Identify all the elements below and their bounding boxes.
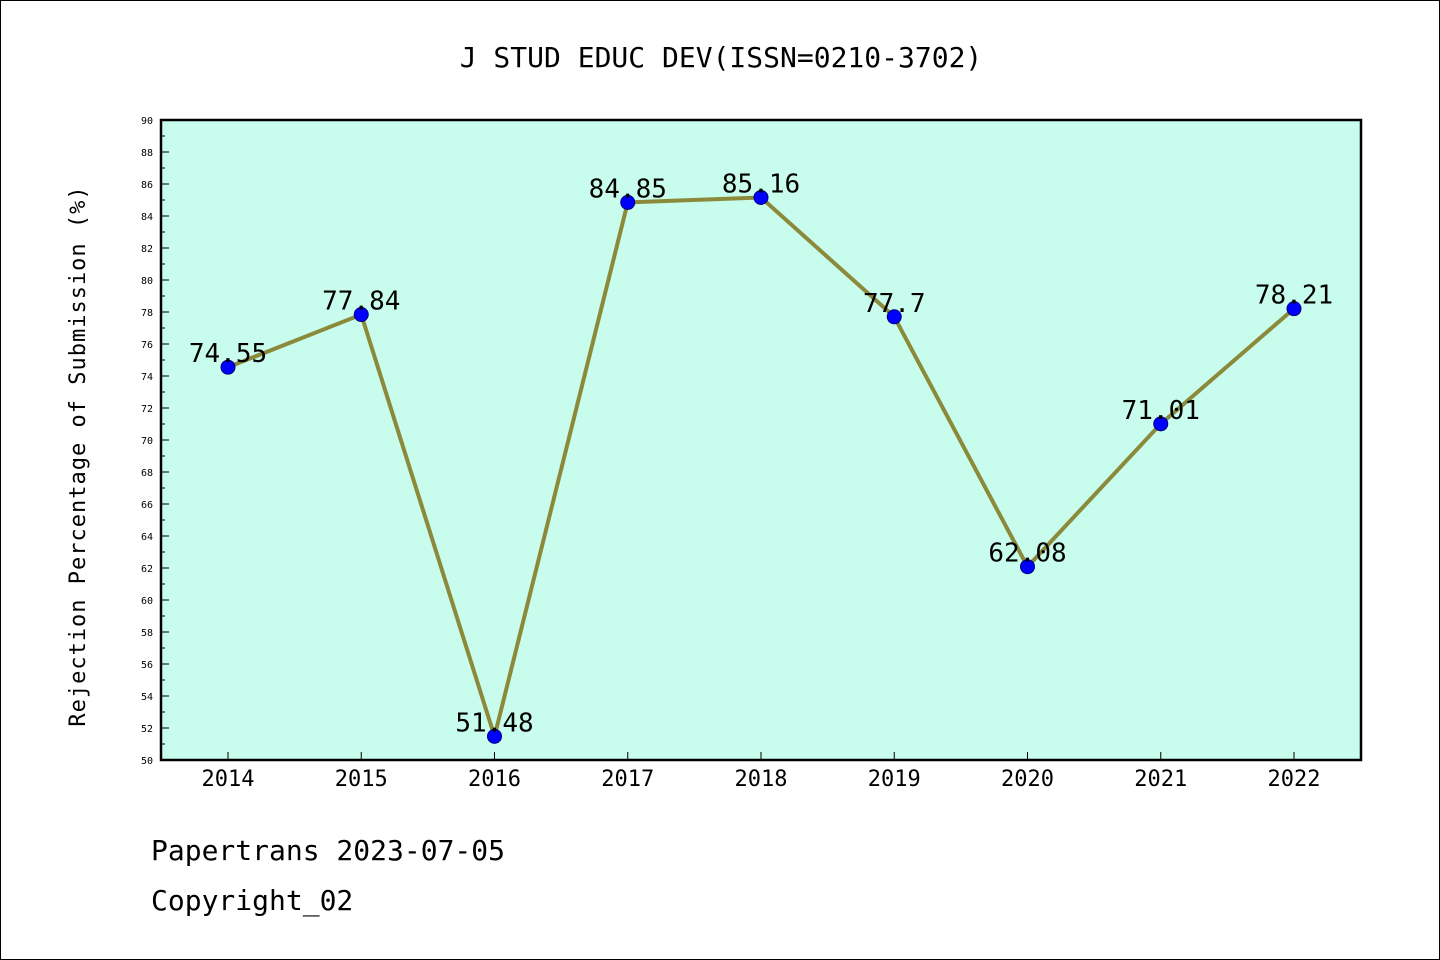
data-point	[1020, 559, 1035, 575]
y-tick-label: 68	[141, 468, 153, 479]
x-tick-label: 2020	[1001, 767, 1054, 792]
x-tick-label: 2016	[468, 767, 521, 792]
data-label: 74.55	[189, 339, 267, 369]
data-label: 62.08	[988, 539, 1066, 569]
y-tick-label: 54	[141, 692, 153, 703]
x-tick-label: 2021	[1134, 767, 1187, 792]
y-tick-label: 78	[141, 308, 153, 319]
data-point	[620, 194, 636, 210]
y-tick-label: 72	[141, 404, 153, 415]
y-axis-ticks: 50 52 54 56 58 60 62 64 66 68 70 72 74 76 78 80 82 84 86 88…	[141, 116, 169, 767]
x-tick-label: 2015	[335, 767, 388, 792]
y-tick-label: 70	[141, 436, 153, 447]
y-tick-label: 58	[141, 628, 153, 639]
chart-title: J STUD EDUC DEV(ISSN=0210-3702)	[460, 41, 983, 74]
data-point	[353, 307, 369, 323]
y-tick-label: 56	[141, 660, 153, 671]
y-tick-label: 64	[141, 532, 153, 543]
data-point	[487, 728, 502, 744]
y-tick-label: 88	[141, 148, 153, 159]
data-label: 51.48	[455, 708, 533, 738]
x-tick-label: 2017	[601, 767, 654, 792]
data-label: 78.21	[1255, 281, 1333, 311]
y-tick-label: 90	[141, 116, 153, 127]
y-tick-label: 62	[141, 564, 153, 575]
footer-line2: Copyright_02	[151, 884, 354, 917]
data-label: 77.84	[322, 287, 400, 317]
y-tick-label: 52	[141, 724, 153, 735]
x-axis-ticks: 2014 2015 2016 2017 2018 2019 2020 2021 2022	[202, 752, 1321, 792]
x-tick-label: 2019	[868, 767, 921, 792]
data-point	[220, 359, 236, 375]
data-label: 77.7	[863, 289, 926, 319]
x-tick-label: 2014	[202, 767, 255, 792]
y-axis-label: Rejection Percentage of Submission (%)	[66, 185, 91, 726]
y-tick-label: 86	[141, 180, 153, 191]
data-point	[886, 309, 902, 325]
y-tick-label: 80	[141, 276, 153, 287]
data-point	[1286, 301, 1302, 317]
y-tick-label: 60	[141, 596, 153, 607]
y-tick-label: 84	[141, 212, 153, 223]
data-point	[1153, 416, 1169, 432]
plot-area	[159, 118, 1363, 762]
data-point	[753, 189, 769, 205]
data-label: 84.85	[589, 174, 667, 204]
y-tick-label: 66	[141, 500, 153, 511]
x-tick-label: 2022	[1268, 767, 1321, 792]
x-tick-label: 2018	[735, 767, 788, 792]
data-label: 71.01	[1122, 396, 1200, 426]
y-tick-label: 50	[141, 756, 153, 767]
series-layer: 74.55 77.84 51.48 84.85 85.16 77.7 62.08 71.01 7…	[189, 169, 1333, 744]
footer-line1: Papertrans 2023-07-05	[151, 834, 506, 867]
y-tick-label: 76	[141, 340, 153, 351]
y-tick-label: 74	[141, 372, 153, 383]
data-label: 85.16	[722, 169, 800, 199]
y-tick-label: 82	[141, 244, 153, 255]
